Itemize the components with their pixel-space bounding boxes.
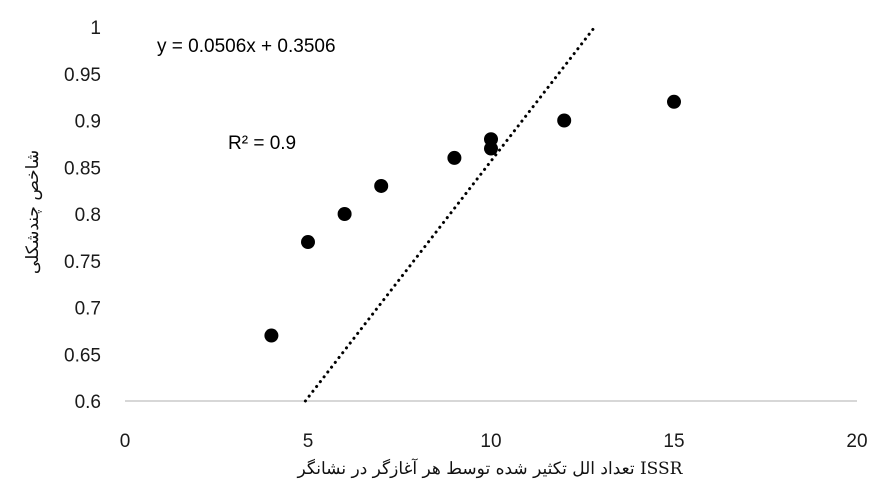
y-tick-label: 0.7 [75, 299, 101, 320]
y-tick-label: 1 [90, 18, 101, 39]
x-tick-label: 5 [303, 431, 314, 452]
y-tick-label: 0.95 [64, 65, 101, 86]
plot-area: 0 5 10 15 20 0.6 0.65 0.7 0.75 0.8 0.85 0.9 0.95 1 [64, 18, 868, 452]
data-point [374, 178, 389, 193]
data-point [447, 150, 462, 165]
data-point [667, 94, 681, 109]
data-point [301, 235, 315, 250]
y-tick-label: 0.65 [64, 345, 101, 366]
y-tick-label: 0.75 [64, 252, 101, 273]
data-point [264, 328, 279, 343]
data-point [484, 132, 498, 147]
x-axis-ticks: 0 5 10 15 20 [120, 431, 868, 452]
x-tick-label: 15 [663, 431, 684, 452]
y-tick-label: 0.8 [75, 205, 101, 226]
data-point [337, 207, 352, 221]
y-tick-label: 0.6 [75, 392, 101, 413]
x-tick-label: 20 [846, 431, 867, 452]
y-tick-label: 0.9 [75, 112, 101, 133]
x-axis-title: تعداد الل تکثیر شده توسط هر آغازگر در نش… [297, 457, 684, 479]
y-tick-label: 0.85 [64, 158, 101, 179]
data-points [264, 94, 681, 343]
y-axis-ticks: 0.6 0.65 0.7 0.75 0.8 0.85 0.9 0.95 1 [64, 18, 101, 413]
trendline [303, 25, 597, 403]
trendline-r2: R² = 0.9 [228, 133, 296, 154]
x-tick-label: 10 [480, 431, 501, 452]
trendline-equation: y = 0.0506x + 0.3506 [157, 36, 336, 57]
data-point [557, 113, 572, 128]
x-tick-label: 0 [120, 431, 131, 452]
y-axis-title: شاخص چندشکلی [23, 150, 43, 274]
